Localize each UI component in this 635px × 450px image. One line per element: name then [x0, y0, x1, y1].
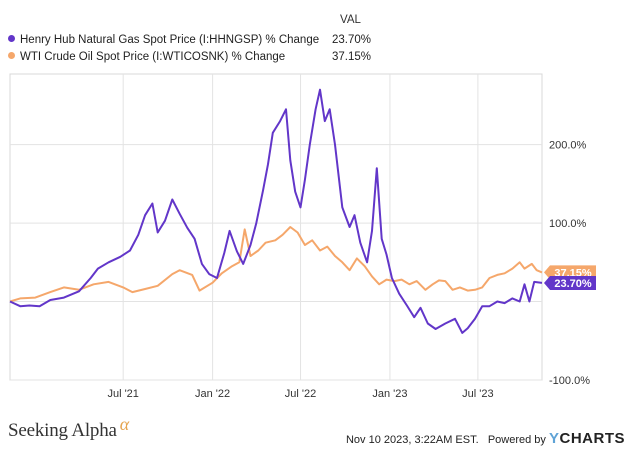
series-dot-icon	[8, 35, 15, 43]
y-tick-label: -100.0%	[549, 375, 590, 387]
legend-item-crude-oil[interactable]: WTI Crude Oil Spot Price (I:WTICOSNK) % …	[8, 49, 371, 65]
y-tick-label: 100.0%	[549, 218, 587, 230]
x-tick-label: Jul '21	[107, 388, 138, 400]
y-tick-label: 200.0%	[549, 140, 587, 152]
legend-item-value: 23.70%	[332, 34, 372, 46]
legend-header: VAL	[340, 14, 361, 26]
alpha-symbol: α	[119, 414, 129, 434]
end-label-tag	[544, 275, 596, 290]
x-tick-label: Jul '22	[285, 388, 316, 400]
powered-by-label: Powered by	[487, 434, 546, 446]
legend-item-natural-gas[interactable]: Henry Hub Natural Gas Spot Price (I:HHNG…	[8, 32, 371, 48]
series-line-natural-gas	[9, 88, 543, 334]
end-label-tag	[544, 265, 596, 280]
series-line-crude-oil	[9, 226, 543, 303]
legend-item-value: 37.15%	[332, 51, 372, 63]
ycharts-y: Y	[548, 430, 560, 447]
x-tick-label: Jan '22	[195, 388, 230, 400]
ycharts-logo: YCHARTS	[549, 430, 625, 447]
footer-meta: Nov 10 2023, 3:22AM EST. Powered by YCHA…	[346, 430, 625, 447]
timestamp: Nov 10 2023, 3:22AM EST.	[345, 434, 479, 446]
x-tick-label: Jul '23	[462, 388, 493, 400]
end-label-value: 23.70%	[554, 278, 592, 290]
series-dot-icon	[8, 52, 15, 60]
x-tick-label: Jan '23	[372, 388, 407, 400]
seeking-alpha-logo: Seeking Alpha α	[8, 414, 129, 442]
brand-name: Seeking Alpha	[8, 420, 117, 441]
ycharts-rest: CHARTS	[559, 430, 625, 447]
legend-item-label: Henry Hub Natural Gas Spot Price (I:HHNG…	[20, 34, 320, 46]
legend-item-label: WTI Crude Oil Spot Price (I:WTICOSNK) % …	[20, 51, 286, 63]
plot-frame	[9, 73, 543, 381]
